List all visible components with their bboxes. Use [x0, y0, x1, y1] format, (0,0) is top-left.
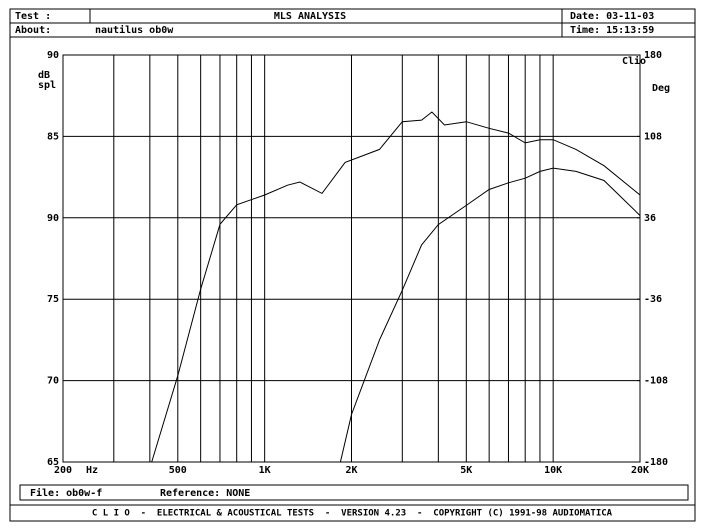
title: MLS ANALYSIS: [274, 11, 346, 22]
curve: [339, 167, 641, 463]
x-tick-label: 10K: [544, 465, 562, 476]
x-tick-label: 500: [169, 465, 187, 476]
x-tick-label: 5K: [460, 465, 472, 476]
y2-label: Deg: [652, 83, 670, 94]
about-label: About:: [15, 25, 51, 36]
about: nautilus ob0w: [95, 24, 174, 36]
x-tick-label: 2K: [345, 465, 357, 476]
y-tick-label: 85: [47, 131, 59, 142]
reference: Reference: NONE: [160, 488, 250, 499]
plot-frame: [62, 54, 641, 463]
y-tick-label: 70: [47, 376, 59, 387]
annotation: Clio: [622, 55, 646, 67]
file: File: ob0w-f: [30, 487, 102, 499]
test-label: Test :: [15, 11, 51, 22]
x-tick-label: 1K: [259, 465, 271, 476]
y2-tick-label: -108: [644, 376, 668, 387]
y2-tick-label: 36: [644, 213, 656, 224]
x-label: Hz: [86, 465, 98, 476]
time: Time: 15:13:59: [570, 24, 654, 36]
y-label: dB spl: [38, 70, 56, 91]
y-tick-label: 75: [47, 294, 59, 305]
y2-tick-label: 180: [644, 50, 662, 61]
banner: C L I O - ELECTRICAL & ACOUSTICAL TESTS …: [92, 509, 613, 519]
y-tick-label: 65: [47, 457, 59, 468]
y2-tick-label: -180: [644, 457, 668, 468]
x-tick-label: 200: [54, 465, 72, 476]
x-tick-label: 20K: [631, 465, 649, 476]
y2-tick-label: 108: [644, 131, 662, 142]
y-tick-label: 90: [47, 213, 59, 224]
y-tick-label: 90: [47, 50, 59, 61]
outer-frame: [9, 8, 696, 522]
file-box: [19, 484, 689, 501]
y2-tick-label: -36: [644, 294, 662, 305]
curve: [151, 111, 641, 463]
date: Date: 03-11-03: [570, 11, 654, 22]
